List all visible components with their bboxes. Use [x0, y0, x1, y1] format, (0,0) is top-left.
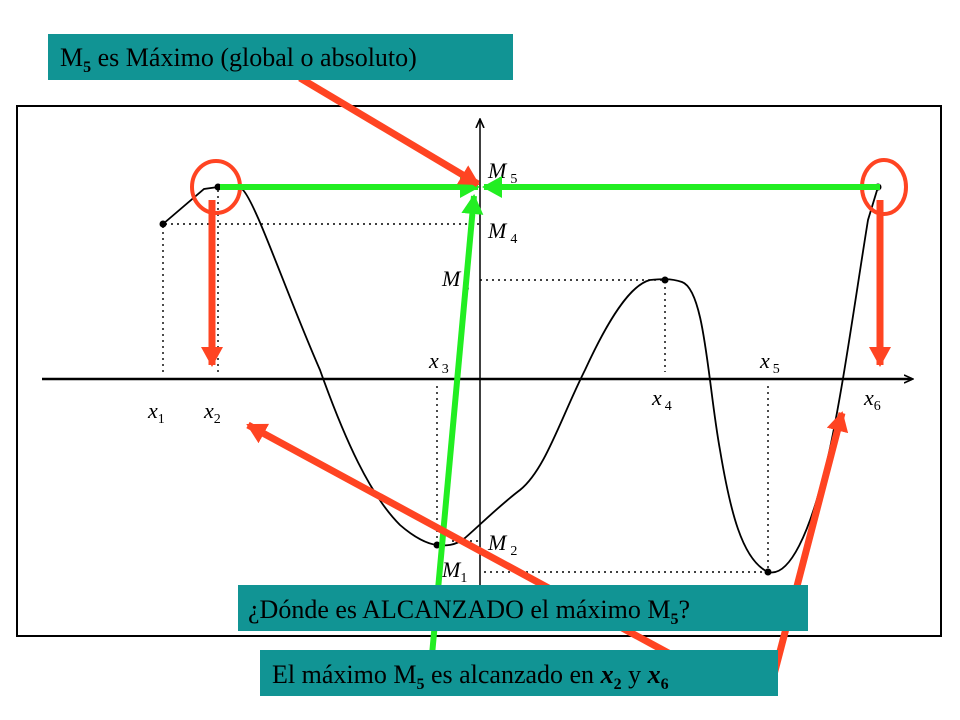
banner-answer-text: El máximo M5 es alcanzado en x2 y x6: [272, 660, 669, 693]
green-arrow-from-answer: [429, 194, 484, 656]
label-x1: x1: [147, 398, 165, 427]
banner-question-text: ¿Dónde es ALCANZADO el máximo M5?: [248, 595, 690, 628]
point-x5-m1: [764, 568, 772, 576]
red-arrow-to-M5: [298, 74, 480, 188]
red-arrow-to-x6: [766, 411, 849, 691]
label-x2: x2: [203, 398, 221, 427]
label-x6: x6: [863, 385, 881, 414]
point-x4-m3: [661, 276, 669, 284]
point-x3-m2: [433, 541, 441, 549]
banner-answer: El máximo M5 es alcanzado en x2 y x6: [260, 650, 778, 696]
banner-top-text: M5 es Máximo (global o absoluto): [60, 43, 417, 76]
guide-m3-x4: [480, 279, 666, 372]
point-x2-m5: [214, 183, 222, 191]
guide-x1-m4: [162, 223, 480, 372]
label-M1: M1: [441, 557, 467, 586]
banner-question: ¿Dónde es ALCANZADO el máximo M5?: [238, 585, 808, 631]
plot-frame: [16, 105, 942, 637]
banner-top: M5 es Máximo (global o absoluto): [48, 34, 513, 80]
point-x1-m4: [159, 220, 167, 228]
function-curve: [162, 186, 879, 574]
